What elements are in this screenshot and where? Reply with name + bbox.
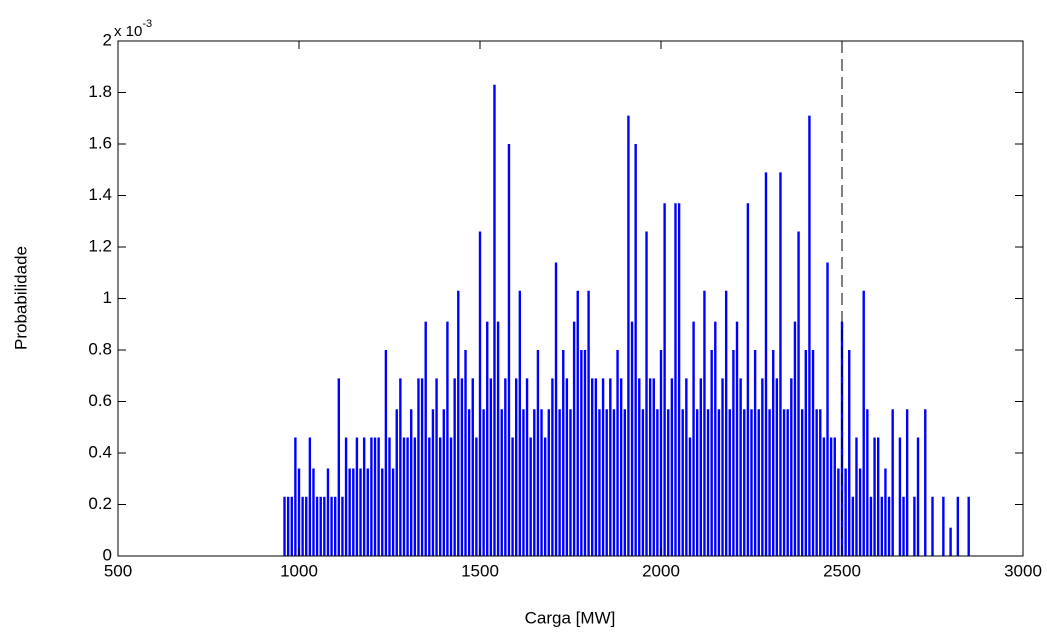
y-tick-label: 2	[103, 30, 112, 49]
y-tick-label: 1	[103, 288, 112, 307]
x-tick-label: 2000	[642, 561, 680, 580]
y-tick-label: 1.6	[88, 133, 112, 152]
y-tick-label: 0.4	[88, 442, 112, 461]
y-tick-label: 0.2	[88, 494, 112, 513]
x-tick-label: 500	[104, 561, 132, 580]
y-axis-label: Probabilidade	[11, 246, 30, 350]
x-tick-label: 2500	[823, 561, 861, 580]
y-tick-label: 0	[103, 545, 112, 564]
plot-area	[283, 84, 970, 556]
x-axis-label: Carga [MW]	[525, 608, 616, 627]
y-tick-label: 1.4	[88, 185, 112, 204]
y-tick-label: 0.8	[88, 339, 112, 358]
y-multiplier-base: x 10	[114, 23, 142, 40]
x-tick-label: 3000	[1004, 561, 1042, 580]
y-multiplier-exponent: -3	[142, 18, 152, 30]
x-tick-label: 1500	[461, 561, 499, 580]
y-multiplier: x 10-3	[114, 18, 152, 40]
y-tick-label: 1.2	[88, 236, 112, 255]
y-tick-label: 1.8	[88, 82, 112, 101]
y-tick-label: 0.6	[88, 391, 112, 410]
x-tick-label: 1000	[280, 561, 318, 580]
